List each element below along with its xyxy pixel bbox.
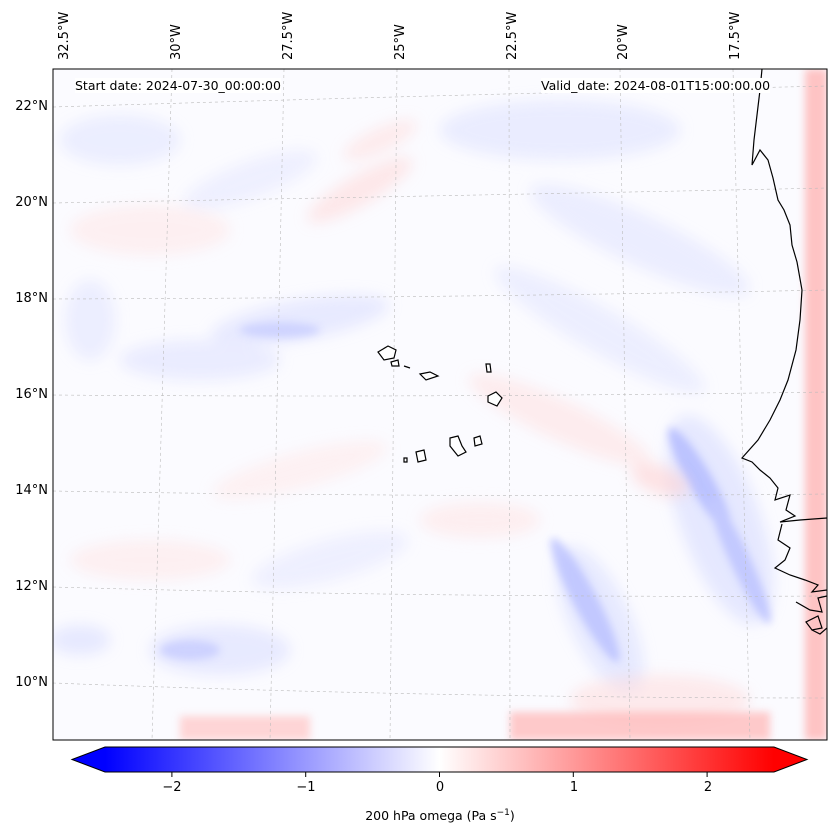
start-date-label: Start date: 2024-07-30_00:00:00: [75, 78, 281, 93]
colorbar-tick-label: 1: [569, 780, 579, 795]
coastline: [740, 69, 827, 635]
lat-label-18n: 18°N: [15, 291, 48, 306]
colorbar-tick-label: −2: [162, 780, 182, 795]
lat-label-22n: 22°N: [15, 99, 48, 114]
colorbar: [70, 746, 809, 777]
lon-label-32-5w: 32.5°W: [57, 11, 72, 60]
lon-label-20w: 20°W: [616, 24, 631, 60]
lon-label-17-5w: 17.5°W: [728, 11, 743, 60]
lat-label-16n: 16°N: [15, 387, 48, 402]
colorbar-tick-label: −1: [296, 780, 316, 795]
colorbar-title: 200 hPa omega (Pa s−1): [365, 808, 515, 824]
lon-label-22-5w: 22.5°W: [505, 11, 520, 60]
cape-verde-islands: [377, 345, 503, 463]
omega-field: [53, 69, 827, 740]
lon-label-30w: 30°W: [169, 24, 184, 60]
colorbar-tick-label: 2: [703, 780, 713, 795]
map-frame: [52, 68, 828, 741]
lon-label-27-5w: 27.5°W: [281, 11, 296, 60]
lat-label-20n: 20°N: [15, 195, 48, 210]
lat-label-14n: 14°N: [15, 483, 48, 498]
lat-label-10n: 10°N: [15, 675, 48, 690]
colorbar-tick-label: 0: [435, 780, 445, 795]
graticule: [53, 69, 827, 740]
valid-date-label: Valid_date: 2024-08-01T15:00:00.00: [541, 78, 771, 93]
lon-label-25w: 25°W: [393, 24, 408, 60]
lat-label-12n: 12°N: [15, 579, 48, 594]
